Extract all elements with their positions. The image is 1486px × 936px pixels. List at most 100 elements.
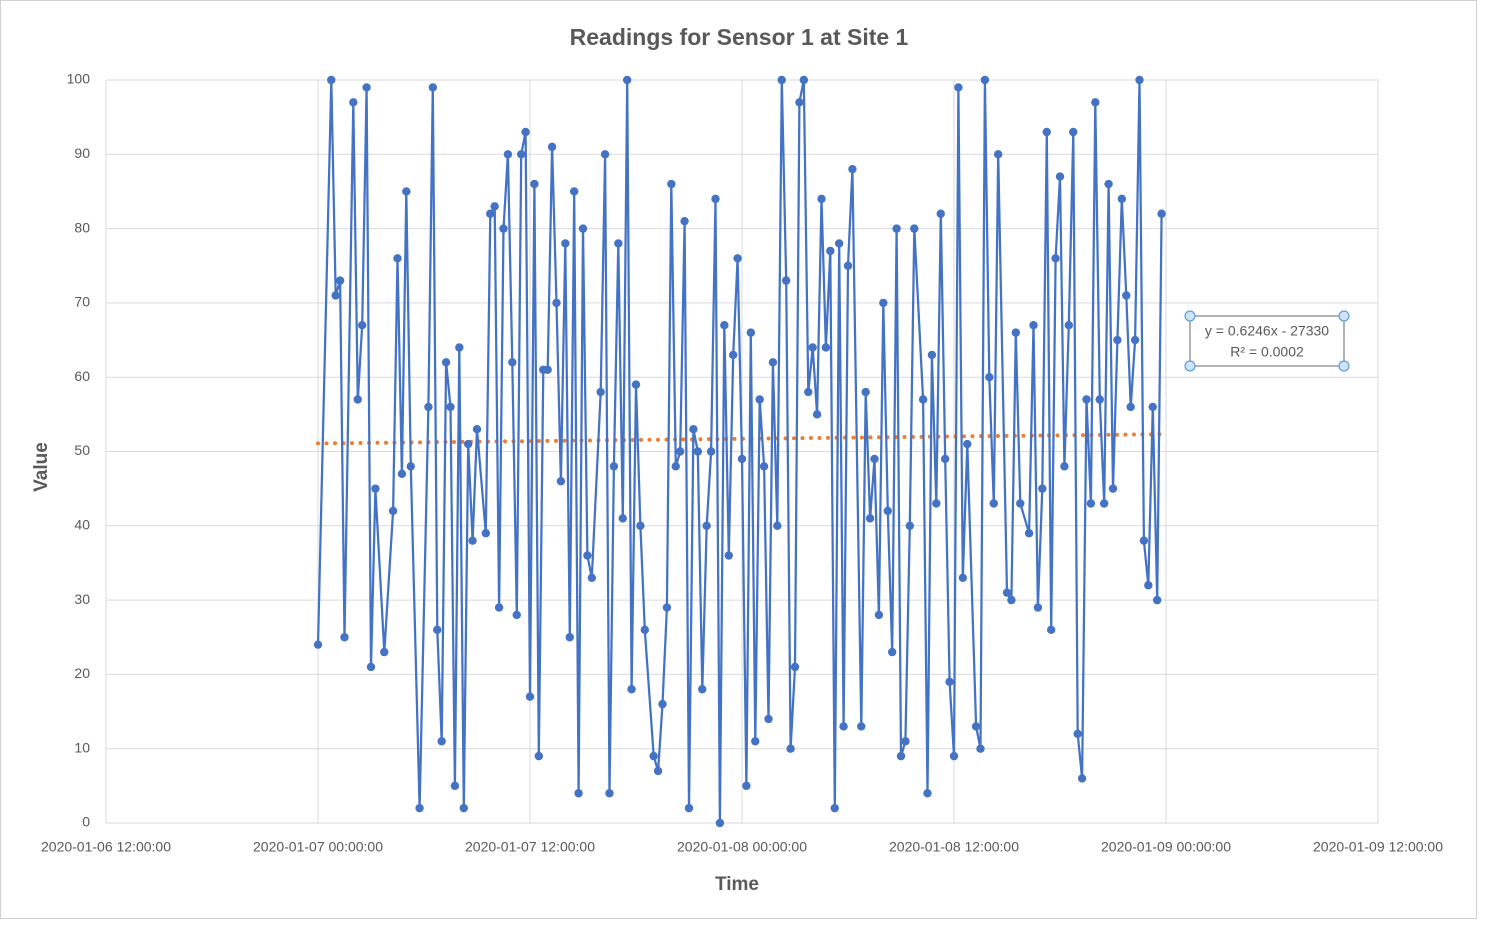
point bbox=[993, 150, 1003, 159]
point bbox=[940, 454, 950, 464]
point bbox=[569, 187, 579, 196]
y-tick-label: 50 bbox=[74, 442, 90, 458]
point bbox=[578, 224, 588, 233]
point bbox=[353, 395, 362, 404]
point bbox=[397, 469, 407, 478]
point bbox=[949, 751, 959, 761]
point bbox=[525, 692, 535, 701]
point bbox=[1113, 335, 1122, 345]
point bbox=[1033, 603, 1043, 612]
point bbox=[499, 224, 508, 233]
point bbox=[1144, 581, 1153, 590]
point bbox=[848, 164, 857, 174]
point bbox=[737, 454, 747, 464]
point bbox=[698, 685, 707, 694]
point bbox=[600, 150, 610, 159]
point bbox=[1060, 462, 1069, 471]
point bbox=[1024, 529, 1034, 538]
point bbox=[490, 202, 499, 211]
point bbox=[508, 358, 517, 367]
point bbox=[486, 209, 495, 218]
point bbox=[327, 75, 336, 85]
point bbox=[980, 75, 990, 85]
point bbox=[446, 402, 455, 412]
x-tick-label: 2020-01-09 00:00:00 bbox=[1101, 839, 1231, 855]
point bbox=[751, 737, 760, 746]
point bbox=[1139, 536, 1149, 545]
point bbox=[706, 447, 716, 456]
point bbox=[989, 499, 998, 508]
point bbox=[393, 254, 402, 263]
point bbox=[1104, 179, 1113, 189]
point bbox=[335, 276, 345, 285]
point bbox=[711, 194, 720, 204]
point bbox=[1095, 395, 1104, 404]
point bbox=[371, 484, 380, 493]
point bbox=[340, 633, 349, 642]
point bbox=[976, 744, 985, 753]
point bbox=[516, 150, 526, 159]
point bbox=[1002, 588, 1012, 597]
point bbox=[433, 625, 442, 635]
x-tick-label: 2020-01-06 12:00:00 bbox=[41, 839, 171, 855]
point bbox=[755, 395, 764, 404]
point bbox=[892, 224, 901, 233]
point bbox=[733, 254, 742, 263]
point bbox=[530, 179, 539, 189]
point bbox=[1091, 98, 1100, 107]
point bbox=[1038, 484, 1047, 493]
point bbox=[777, 75, 786, 85]
point bbox=[865, 514, 875, 523]
point bbox=[441, 358, 451, 367]
point bbox=[764, 714, 773, 724]
point bbox=[1016, 499, 1025, 508]
handle[interactable] bbox=[1338, 360, 1350, 372]
point bbox=[618, 514, 627, 523]
point bbox=[556, 477, 566, 486]
point bbox=[879, 298, 888, 308]
handle[interactable] bbox=[1184, 310, 1196, 322]
point bbox=[331, 291, 340, 300]
y-tick-label: 80 bbox=[74, 219, 90, 235]
point bbox=[609, 462, 619, 471]
label-box bbox=[1189, 315, 1345, 367]
point bbox=[790, 662, 800, 672]
point bbox=[468, 536, 477, 545]
handle[interactable] bbox=[1338, 310, 1350, 322]
point bbox=[874, 610, 884, 620]
point bbox=[1069, 127, 1078, 137]
point bbox=[985, 373, 994, 382]
point bbox=[561, 239, 570, 248]
point bbox=[547, 142, 557, 152]
point bbox=[799, 75, 809, 85]
point bbox=[437, 737, 446, 746]
y-tick-label: 90 bbox=[74, 145, 90, 161]
x-tick-label: 2020-01-08 12:00:00 bbox=[889, 839, 1019, 855]
y-axis-title: Value bbox=[31, 442, 52, 492]
point bbox=[1148, 402, 1157, 412]
point bbox=[640, 625, 650, 635]
handle[interactable] bbox=[1184, 360, 1196, 372]
point bbox=[463, 439, 473, 449]
point bbox=[830, 803, 839, 813]
point bbox=[636, 521, 645, 530]
point bbox=[428, 83, 438, 92]
point bbox=[675, 447, 685, 456]
point bbox=[627, 685, 636, 694]
point bbox=[357, 320, 367, 330]
y-tick-label: 20 bbox=[74, 665, 90, 681]
plot bbox=[313, 75, 1166, 828]
point bbox=[773, 521, 782, 530]
point bbox=[459, 803, 468, 813]
point bbox=[631, 380, 641, 389]
point bbox=[552, 298, 561, 308]
point bbox=[857, 722, 866, 731]
point bbox=[1029, 320, 1038, 330]
point bbox=[658, 699, 667, 709]
point bbox=[1135, 75, 1144, 85]
point bbox=[808, 343, 817, 352]
point bbox=[512, 610, 521, 620]
point bbox=[839, 722, 848, 731]
point bbox=[720, 320, 729, 330]
point bbox=[923, 789, 932, 798]
